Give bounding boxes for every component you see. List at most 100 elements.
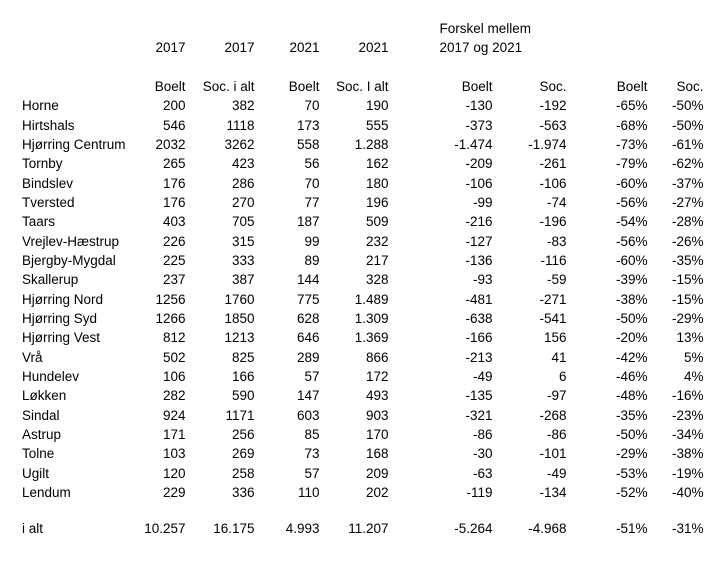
cell-value: 3262 [224,136,255,152]
empty-cell [567,38,704,57]
cell-value: -83 [547,233,567,249]
table-row: Ugilt 120 258 57 209 -63 -49 -53% -19% [22,464,704,483]
cell-value: -216 [465,214,493,230]
cell-value: 57 [304,368,320,384]
table-row: Vrå 502 825 289 866 -213 41 -42% 5% [22,348,704,367]
table-row: Tversted 176 270 77 196 -99 -74 -56% -27% [22,193,704,212]
cell-value: -5.264 [454,521,493,537]
row-label: Tolne [22,446,55,462]
cell-value: 603 [297,407,320,423]
table-row: Hirtshals 546 1118 173 555 -373 -563 -68% -50% [22,116,704,135]
empty-cell [22,38,126,57]
row-label: Hjørring Vest [22,330,101,346]
row-label: Sindal [22,407,60,423]
cell-value: -59 [547,272,567,288]
cell-value: 144 [297,272,320,288]
cell-value: -60% [616,175,648,191]
cell-value: -134 [539,484,567,500]
table-row: Bjergby-Mygdal 225 333 89 217 -136 -116 -60% -35… [22,251,704,270]
cell-value: 269 [232,446,255,462]
cell-value: -209 [465,156,493,172]
cell-value: -31% [672,521,704,537]
cell-value: -16% [672,388,704,404]
cell-value: 190 [366,98,389,114]
cell-value: -49 [473,368,493,384]
cell-value: 256 [232,426,255,442]
cell-value: -106 [539,175,567,191]
row-label: Hjørring Syd [22,310,98,326]
cell-value: -51% [616,521,648,537]
cell-value: 41 [551,349,567,365]
row-label: Horne [22,98,59,114]
cell-value: -93 [473,272,493,288]
cell-value: -74 [547,194,567,210]
cell-value: 825 [232,349,255,365]
cell-value: 1.288 [354,136,389,152]
table-row: Hjørring Vest 812 1213 646 1.369 -166 156 -20% 1… [22,328,704,347]
col-header-pct-boelt: Boelt [616,78,648,94]
cell-value: 172 [366,368,389,384]
cell-value: 73 [304,446,320,462]
cell-value: -101 [539,446,567,462]
row-label: Hirtshals [22,117,75,133]
cell-value: 13% [676,330,704,346]
cell-value: -27% [672,194,704,210]
cell-value: 110 [298,484,320,500]
row-label: i alt [22,521,44,537]
cell-value: -261 [539,156,567,172]
table-row: Hjørring Nord 1256 1760 775 1.489 -481 -271 -38… [22,290,704,309]
cell-value: -56% [616,233,648,249]
diff-header-line1: Forskel mellem [439,21,532,36]
cell-value: 812 [163,330,186,346]
cell-value: 4% [684,368,704,384]
spreadsheet-area: Forskel mellem 2017 2017 2021 2021 2017 … [22,19,704,539]
cell-value: -61% [672,136,704,152]
cell-value: 89 [304,252,320,268]
cell-value: -127 [465,233,493,249]
cell-value: 209 [366,465,389,481]
year-header-2021-boelt: 2021 [289,40,320,56]
col-header-soc-ialt-2017: Soc. i alt [202,78,255,94]
empty-cell [126,19,389,38]
cell-value: -56% [616,194,648,210]
cell-value: 493 [366,388,389,404]
cell-value: 16.175 [213,521,255,537]
cell-value: 382 [232,98,255,114]
cell-value: 502 [163,349,186,365]
cell-value: 265 [163,156,186,172]
cell-value: -30 [473,446,493,462]
cell-value: 403 [163,214,186,230]
cell-value: -50% [616,310,648,326]
cell-value: -50% [616,426,648,442]
row-label: Skallerup [22,272,79,288]
cell-value: 1850 [224,310,255,326]
table-row: Hundelev 106 166 57 172 -49 6 -46% 4% [22,367,704,386]
cell-value: 555 [366,117,389,133]
cell-value: 423 [232,156,255,172]
cell-value: 558 [297,136,320,152]
cell-value: 333 [232,252,255,268]
row-label: Vrå [22,349,43,365]
row-label: Ugilt [22,465,50,481]
cell-value: 1256 [155,291,186,307]
cell-value: -34% [672,426,704,442]
cell-value: -39% [616,272,648,288]
cell-value: 120 [163,465,186,481]
row-label: Hjørring Nord [22,291,104,307]
cell-value: 1.309 [354,310,389,326]
row-label: Astrup [22,426,62,442]
cell-value: -20% [616,330,648,346]
cell-value: -4.968 [528,521,567,537]
year-header-row: 2017 2017 2021 2021 2017 og 2021 [22,38,704,57]
col-header-boelt-2021: Boelt [288,78,320,94]
cell-value: -52% [616,484,648,500]
table-row: Hjørring Centrum 2032 3262 558 1.288 -1.474 -1… [22,135,704,154]
sub-header-row: Boelt Soc. i alt Boelt Soc. I alt Boelt … [22,77,704,96]
cell-value: 903 [366,407,389,423]
cell-value: 166 [232,368,255,384]
spacer-row [22,502,704,519]
row-label: Taars [22,214,56,230]
cell-value: 775 [297,291,320,307]
cell-value: -19% [672,465,704,481]
cell-value: 196 [366,194,389,210]
